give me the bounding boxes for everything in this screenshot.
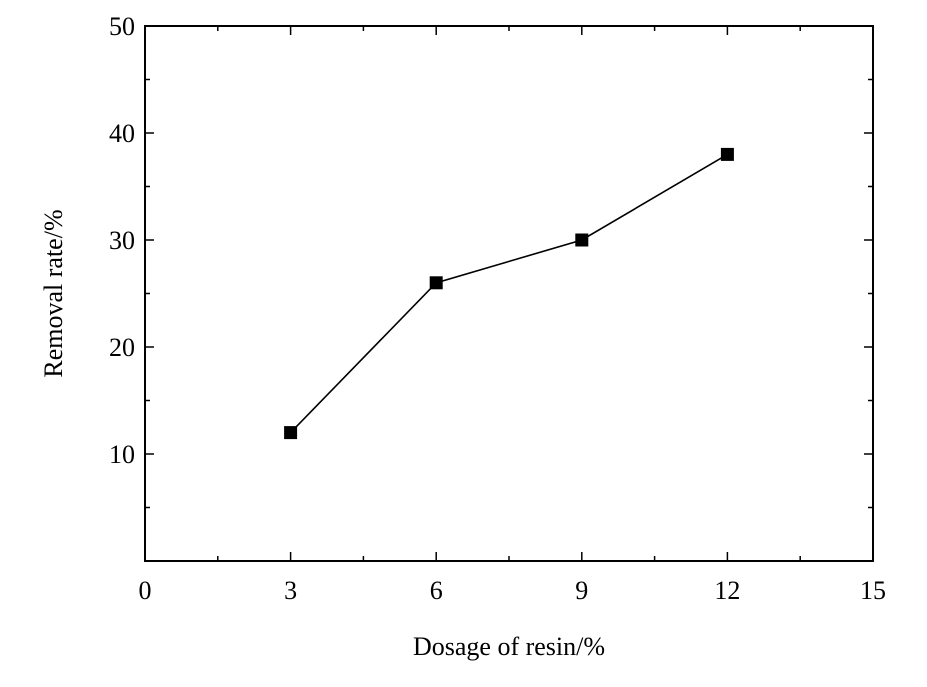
x-tick-label: 12 bbox=[714, 576, 740, 605]
y-tick-label: 40 bbox=[109, 119, 135, 148]
x-tick-label: 9 bbox=[575, 576, 588, 605]
y-tick-label: 10 bbox=[109, 440, 135, 469]
data-point-marker bbox=[284, 426, 298, 440]
series-line bbox=[290, 153, 728, 434]
y-tick-label: 20 bbox=[109, 333, 135, 362]
plot-area: 0 3 6 9 12 15 10 20 30 40 50 bbox=[109, 12, 886, 605]
data-point-marker bbox=[720, 147, 734, 161]
data-point-marker bbox=[429, 276, 443, 290]
y-tick-label: 30 bbox=[109, 226, 135, 255]
x-tick-label: 6 bbox=[430, 576, 443, 605]
x-axis-title: Dosage of resin/% bbox=[413, 632, 605, 661]
x-tick-label: 0 bbox=[139, 576, 152, 605]
y-axis-title: Removal rate/% bbox=[39, 209, 68, 377]
plot-frame bbox=[144, 25, 874, 562]
data-point-marker bbox=[575, 233, 589, 247]
x-tick-label: 15 bbox=[860, 576, 886, 605]
x-tick-label: 3 bbox=[284, 576, 297, 605]
y-tick-label: 50 bbox=[109, 12, 135, 41]
